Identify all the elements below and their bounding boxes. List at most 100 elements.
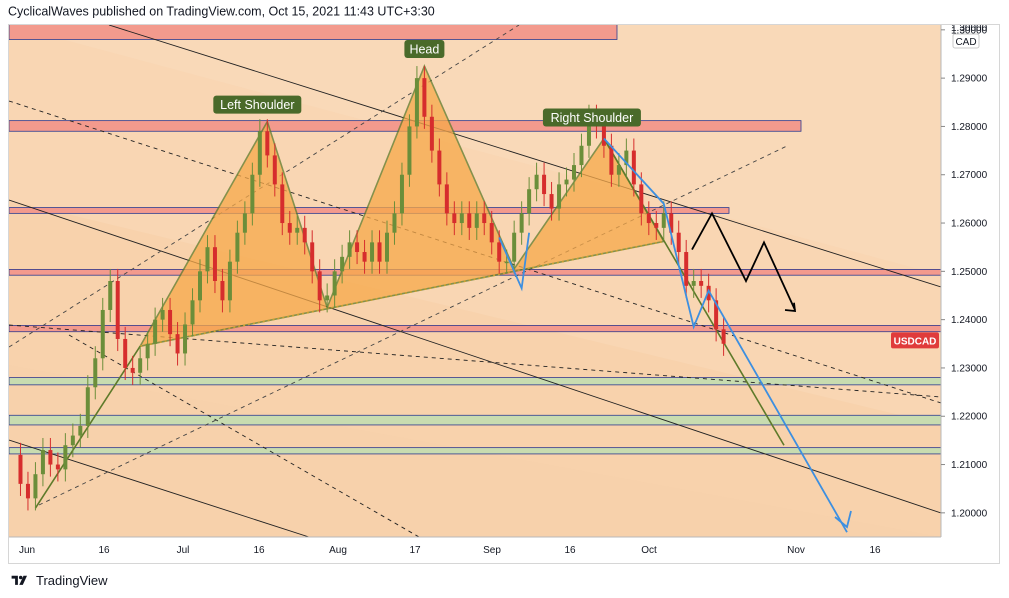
candle-body xyxy=(639,184,644,214)
candle-body xyxy=(123,338,128,368)
label-left-shoulder-bg xyxy=(213,95,302,114)
candle-body xyxy=(280,184,285,224)
blue-right-shoulder-trace xyxy=(498,232,531,292)
candle-body xyxy=(317,271,322,301)
price-axis-bg xyxy=(941,25,999,563)
chart-container[interactable]: Left Shoulder Head Right Shoulder 1.20000 1… xyxy=(8,24,1000,564)
candle-body xyxy=(272,155,277,185)
candle-body xyxy=(452,213,457,224)
price-tick-label: 1.29000 xyxy=(951,74,988,85)
support-zone xyxy=(9,377,941,386)
price-tick-label: 1.27000 xyxy=(951,170,988,181)
black-arrow-head xyxy=(784,302,797,312)
candle-body xyxy=(527,189,532,214)
candle-body xyxy=(168,309,173,335)
candle-body xyxy=(332,271,337,296)
candle-body xyxy=(287,223,292,233)
label-right-shoulder-bg xyxy=(542,108,641,127)
candle-body xyxy=(310,242,315,272)
price-tick-label: 1.24000 xyxy=(951,315,988,326)
candle-body xyxy=(235,232,240,262)
candle-body xyxy=(242,213,247,233)
price-axis[interactable]: 1.20000 1.21000 1.22000 1.23000 1.24000 1.250… xyxy=(891,25,1000,564)
candle-body xyxy=(33,474,38,499)
symbol-price-tag-bg xyxy=(891,332,939,349)
candles xyxy=(18,66,726,511)
candle-body xyxy=(392,213,397,233)
time-tick-label: Nov xyxy=(787,545,805,556)
price-tick-label: 1.23000 xyxy=(951,363,988,374)
support-zone xyxy=(9,447,941,455)
candle-body xyxy=(302,227,307,243)
price-tick-label: 1.20000 xyxy=(951,508,988,519)
candle-body xyxy=(549,194,554,209)
candle-body xyxy=(534,174,539,190)
currency-badge: CAD xyxy=(955,37,976,48)
symbol-price-tag: USDCAD xyxy=(894,336,937,347)
candle-body xyxy=(407,126,412,175)
candle-body xyxy=(153,319,158,344)
candle-body xyxy=(347,242,352,257)
candle-body xyxy=(205,247,210,272)
black-projection-path xyxy=(691,211,796,311)
candle-body xyxy=(295,227,300,233)
publish-info-text: CyclicalWaves published on TradingView.c… xyxy=(8,4,435,19)
candle-body xyxy=(145,343,150,359)
candle-body xyxy=(676,232,681,253)
time-axis[interactable]: Jun 16 Jul 16 Aug 17 Sep 16 Oct Nov 16 xyxy=(9,536,1000,564)
candle-body xyxy=(542,174,547,195)
candle-body xyxy=(257,131,262,175)
candle-body xyxy=(714,300,719,330)
neckline xyxy=(140,240,664,347)
price-tick-label: 1.28000 xyxy=(951,122,988,133)
candle-body xyxy=(422,78,427,117)
candle-body xyxy=(691,281,696,286)
candle-body xyxy=(115,281,120,339)
candle-body xyxy=(609,145,614,175)
candle-body xyxy=(385,232,389,262)
candle-body xyxy=(631,150,636,185)
channel-dashed-lower xyxy=(68,334,420,537)
time-tick-label: 16 xyxy=(869,545,881,556)
footer-brand: TradingView xyxy=(36,572,108,588)
candle-body xyxy=(85,387,90,426)
candle-body xyxy=(512,232,517,262)
candle-body xyxy=(130,367,135,373)
projection-paths xyxy=(498,137,852,533)
publish-header: CyclicalWaves published on TradingView.c… xyxy=(8,4,435,24)
candle-body xyxy=(616,165,621,175)
time-tick-label: 16 xyxy=(98,545,110,556)
candle-body xyxy=(325,295,330,301)
candle-body xyxy=(459,213,464,224)
time-tick-label: Jun xyxy=(19,545,35,556)
candle-body xyxy=(482,213,487,224)
label-head-bg xyxy=(404,40,445,59)
price-tick-label: 1.30000 xyxy=(951,25,988,34)
candle-body xyxy=(564,179,569,185)
candle-body xyxy=(370,242,375,262)
candle-body xyxy=(444,184,449,214)
candle-body xyxy=(437,150,442,185)
price-tick-label: 1.21000 xyxy=(951,460,988,471)
candle-body xyxy=(661,213,666,228)
label-right-shoulder: Right Shoulder xyxy=(551,111,634,125)
blue-projection-path xyxy=(603,137,848,533)
candle-body xyxy=(586,116,591,146)
candle-body xyxy=(183,324,188,354)
price-tick-label: 1.30000 xyxy=(951,25,988,36)
candle-body xyxy=(429,116,434,151)
time-tick-label: 17 xyxy=(409,545,421,556)
candle-body xyxy=(160,309,165,320)
candle-body xyxy=(70,435,75,446)
time-tick-label: Sep xyxy=(483,545,501,556)
pattern-labels: Left Shoulder Head Right Shoulder xyxy=(213,40,641,127)
candle-body xyxy=(504,261,509,264)
candle-body xyxy=(572,165,576,180)
time-tick-label: Oct xyxy=(641,545,657,556)
channel-upper-line xyxy=(108,25,941,288)
price-tick-label: 1.25000 xyxy=(951,267,988,278)
candle-body xyxy=(212,247,217,281)
blue-arrow-head xyxy=(834,510,852,529)
currency-badge-bg xyxy=(952,33,980,49)
